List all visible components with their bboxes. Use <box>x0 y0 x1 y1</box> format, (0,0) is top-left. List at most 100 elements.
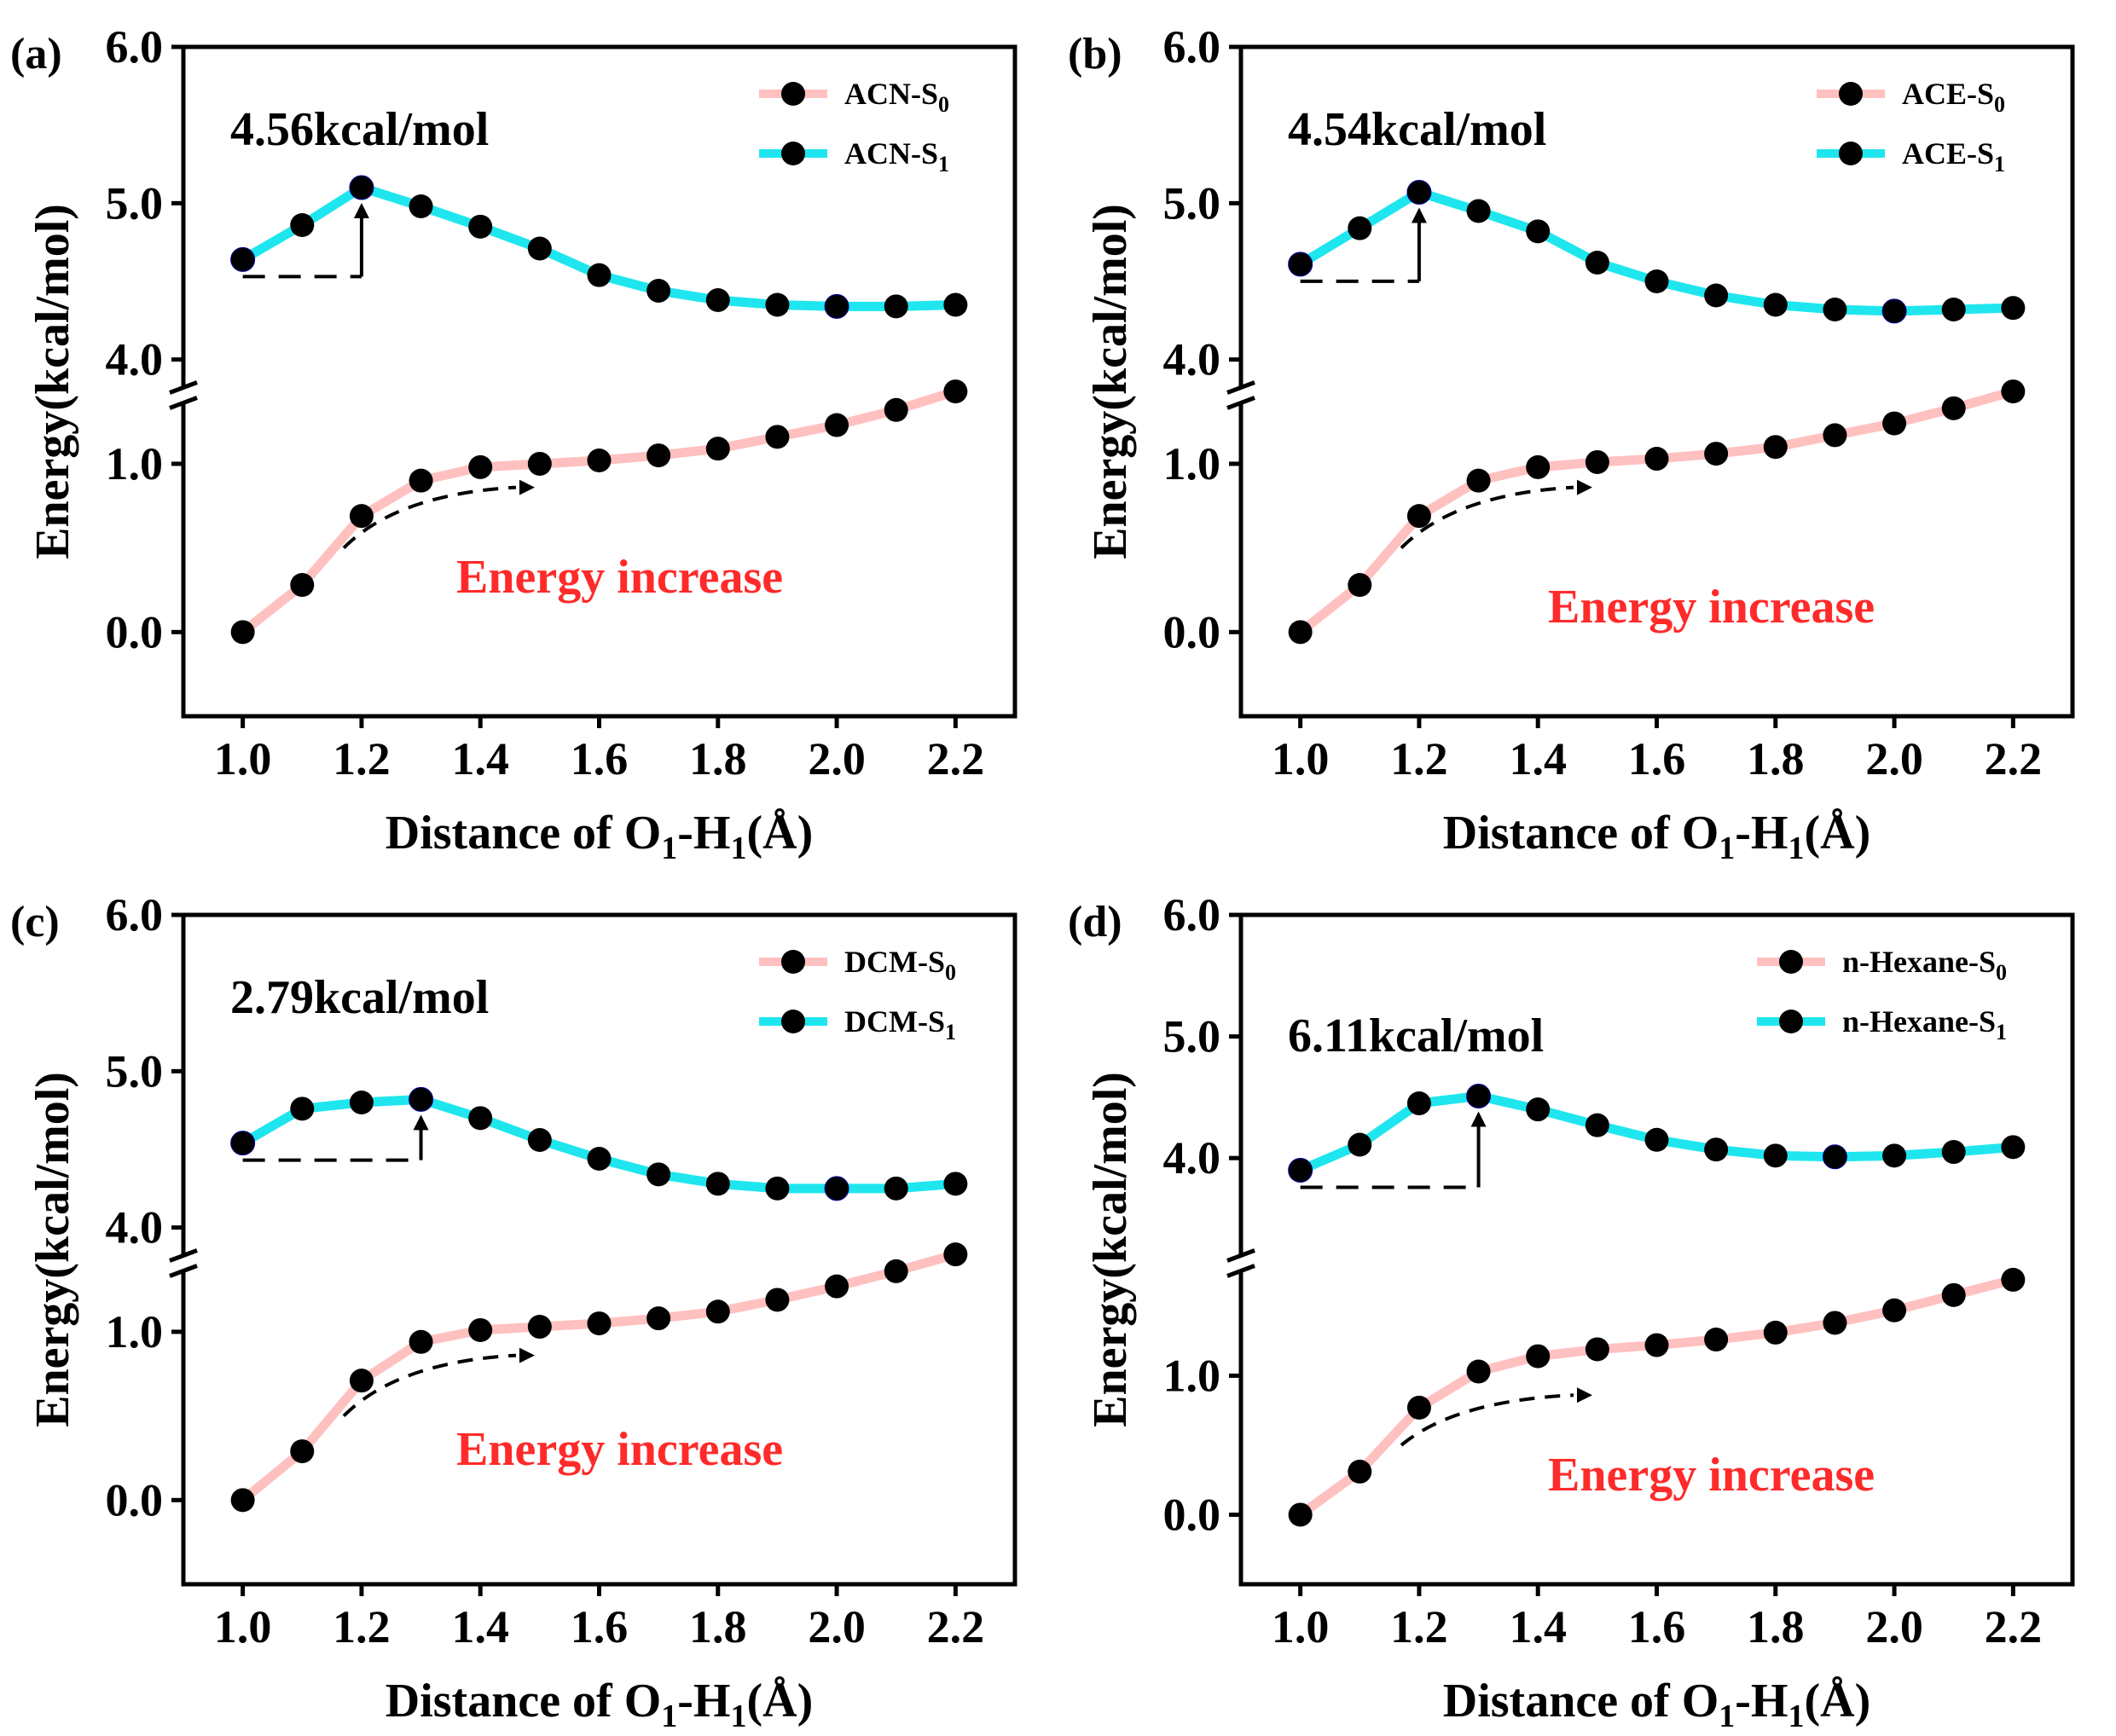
s0-point <box>1823 423 1847 448</box>
axis-break-mark <box>1226 1264 1255 1278</box>
s1-line <box>240 182 956 311</box>
energy-increase-arrow <box>1400 1393 1574 1447</box>
s0-point <box>1466 468 1491 493</box>
s1-point <box>646 279 671 303</box>
s1-point <box>765 1176 790 1201</box>
x-tick-label: 1.8 <box>689 1601 747 1652</box>
energy-increase-arrow <box>342 485 517 550</box>
s1-point <box>1585 251 1609 275</box>
s1-point <box>1406 180 1432 205</box>
x-tick-label: 1.0 <box>1272 1601 1330 1652</box>
s1-point <box>1882 1143 1907 1168</box>
chart-svg-d: 1.0 1.2 1.4 1.6 1.8 2.0 2.2 0.0 1.0 4.0 5.0 6.0 Ener… <box>1068 889 2075 1734</box>
s0-point <box>1882 411 1907 436</box>
x-tick-label: 1.6 <box>1628 1601 1686 1652</box>
x-axis-title-sub2: 1 <box>1788 1698 1804 1734</box>
x-tick-label: 1.8 <box>689 733 747 784</box>
chart-svg-a: 1.0 1.2 1.4 1.6 1.8 2.0 2.2 0.0 1.0 4.0 5.0 6.0 Ener… <box>10 21 1017 866</box>
x-tick-label: 2.0 <box>808 1601 866 1652</box>
s0-point <box>409 1329 433 1354</box>
legend-marker <box>1839 142 1863 165</box>
y-tick-label: 5.0 <box>106 1045 164 1097</box>
s0-point <box>765 425 790 449</box>
y-axis-title: Energy(kcal/mol) <box>26 1072 79 1427</box>
s0-point <box>1823 1311 1847 1335</box>
legend-label: ACN-S1 <box>844 136 949 176</box>
axis-break-mark <box>169 380 198 395</box>
s0-point <box>1348 573 1372 598</box>
legend-label: ACE-S1 <box>1902 136 2005 176</box>
y-tick-label: 6.0 <box>1163 889 1221 940</box>
y-tick-label: 5.0 <box>1163 1011 1221 1062</box>
s1-point <box>884 1176 908 1201</box>
s0-point <box>1882 1298 1907 1322</box>
y-axis-title: Energy(kcal/mol) <box>26 204 79 559</box>
s0-point <box>409 468 433 493</box>
x-tick-label: 1.0 <box>1272 733 1330 784</box>
x-tick-label: 1.2 <box>333 1601 391 1652</box>
legend-label: ACE-S0 <box>1902 77 2005 117</box>
x-axis-title-sub1: 1 <box>1719 830 1735 866</box>
s1-point <box>468 1106 493 1131</box>
y-tick-label: 1.0 <box>106 1306 164 1357</box>
s0-point <box>765 1288 790 1312</box>
panel-label: (c) <box>10 898 60 946</box>
x-tick-label: 1.2 <box>333 733 391 784</box>
y-tick-label: 0.0 <box>106 606 164 657</box>
s1-point <box>587 263 612 287</box>
barrier-arrow-head <box>1470 1111 1487 1127</box>
y-tick-label: 6.0 <box>1163 21 1221 72</box>
legend-label-base: ACE-S <box>1902 77 1994 111</box>
s1-point <box>824 293 849 319</box>
s1-point <box>824 1176 849 1201</box>
legend-marker <box>1779 1010 1803 1033</box>
y-tick-label: 0.0 <box>106 1474 164 1525</box>
s0-point <box>1406 1395 1431 1420</box>
s1-point <box>1466 1083 1492 1108</box>
x-tick-label: 1.8 <box>1747 733 1805 784</box>
x-tick-label: 2.2 <box>1985 1601 2043 1652</box>
legend-label-sub: 1 <box>1996 1020 2007 1044</box>
s1-point <box>290 213 315 237</box>
x-tick-label: 1.4 <box>1509 1601 1567 1652</box>
s1-point <box>1644 269 1669 293</box>
energy-increase-label: Energy increase <box>456 551 783 604</box>
y-tick-label: 4.0 <box>106 334 164 385</box>
y-tick-label: 0.0 <box>1163 606 1221 657</box>
s1-point <box>1526 219 1551 244</box>
s1-point <box>409 194 433 218</box>
s1-point <box>587 1147 612 1171</box>
s0-point <box>2001 1267 2026 1292</box>
s0-point <box>468 1317 493 1342</box>
legend-label-base: ACN-S <box>844 77 938 111</box>
barrier-arrow-head <box>1411 207 1427 223</box>
s1-point <box>1288 1157 1313 1183</box>
s0-point <box>1585 449 1609 474</box>
x-tick-label: 1.6 <box>571 733 629 784</box>
legend-label-sub: 0 <box>1994 92 2005 117</box>
y-tick-label: 6.0 <box>106 889 164 940</box>
y-tick-label: 0.0 <box>1163 1489 1221 1540</box>
s0-point <box>1763 435 1788 460</box>
s0-point <box>527 1315 552 1340</box>
s0-point <box>943 379 968 404</box>
legend-label-base: DCM-S <box>844 945 945 979</box>
s0-point <box>825 1274 849 1299</box>
s1-point <box>527 236 552 261</box>
axis-break-mark <box>169 1248 198 1263</box>
s0-point <box>1348 1459 1372 1484</box>
s0-point <box>705 1299 730 1324</box>
s1-point <box>1941 298 1966 321</box>
legend-marker <box>781 82 805 106</box>
legend-label-base: n-Hexane-S <box>1842 945 1996 979</box>
s1-point <box>705 288 730 312</box>
legend-label: n-Hexane-S0 <box>1842 945 2007 985</box>
legend-label-sub: 1 <box>945 1020 956 1044</box>
y-tick-label: 4.0 <box>1163 334 1221 385</box>
x-axis-title-tail: (Å) <box>1804 807 1870 859</box>
s0-point <box>825 413 849 437</box>
s1-point <box>230 1131 256 1156</box>
s0-point <box>468 454 493 479</box>
legend-label-sub: 0 <box>945 960 956 985</box>
s0-point <box>1526 454 1551 479</box>
